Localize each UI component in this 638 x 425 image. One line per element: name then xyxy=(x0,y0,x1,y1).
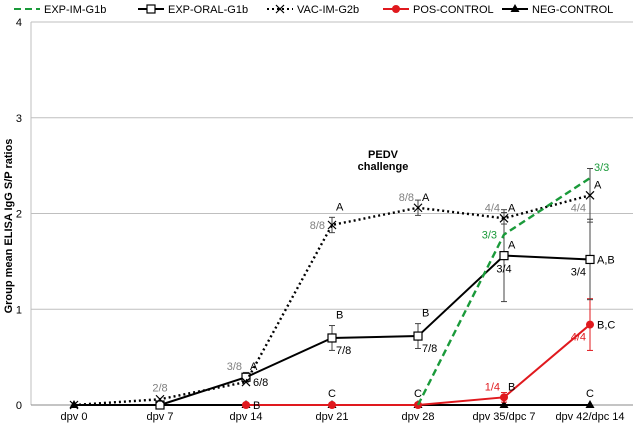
x-tick-label: dpv 42/dpc 14 xyxy=(555,411,624,423)
data-label: 3/3 xyxy=(482,230,497,242)
data-point xyxy=(585,254,595,265)
data-label: 4/4 xyxy=(485,202,500,214)
data-label: B xyxy=(508,381,515,393)
y-tick-label: 4 xyxy=(16,17,22,29)
data-label: A xyxy=(508,202,516,214)
data-label: B,C xyxy=(597,320,615,332)
data-label: 4/4 xyxy=(571,202,586,214)
data-point xyxy=(585,400,595,408)
series-vac-im-g2b xyxy=(69,167,595,410)
data-point xyxy=(155,400,165,410)
data-label: 8/8 xyxy=(310,220,325,232)
data-label: B xyxy=(422,308,429,320)
data-point xyxy=(146,4,156,14)
data-label: 3/3 xyxy=(594,162,609,174)
data-label: A xyxy=(594,179,602,191)
legend-label: NEG-CONTROL xyxy=(532,4,613,16)
data-label: B xyxy=(253,400,260,412)
data-labels: 2/8 3/8 A 6/8 B 8/8 A B 7/8 C 8/8 A B 7/8 C 4/4 A 3/3 A 3/4… xyxy=(152,162,615,412)
data-label: A xyxy=(422,192,430,204)
y-axis-label: Group mean ELISA IgG S/P ratios xyxy=(3,139,15,314)
series-line xyxy=(73,194,591,407)
data-point xyxy=(275,4,285,14)
y-axis-ticks: 0 1 2 3 4 xyxy=(16,17,22,412)
y-tick-label: 2 xyxy=(16,209,22,221)
data-point xyxy=(413,203,423,213)
y-tick-label: 3 xyxy=(16,113,22,125)
data-label: A,B xyxy=(597,254,615,266)
data-label: 8/8 xyxy=(399,192,414,204)
data-label: 4/4 xyxy=(571,332,586,344)
data-label: 1/4 xyxy=(485,381,500,393)
data-label: C xyxy=(414,388,422,400)
legend-label: EXP-IM-G1b xyxy=(44,4,106,16)
data-label: B xyxy=(336,310,343,322)
data-point xyxy=(499,400,509,408)
series-lines xyxy=(69,167,595,410)
data-label: 7/8 xyxy=(422,343,437,355)
data-label: 2/8 xyxy=(152,382,167,394)
series-line xyxy=(159,254,591,406)
legend-label: EXP-ORAL-G1b xyxy=(168,4,248,16)
legend-label: VAC-IM-G2b xyxy=(297,4,359,16)
data-label: A xyxy=(336,201,344,213)
x-tick-label: dpv 14 xyxy=(229,411,262,423)
data-point xyxy=(499,251,509,261)
legend-label: POS-CONTROL xyxy=(413,4,494,16)
legend-item-exp-im-g1b: EXP-IM-G1b xyxy=(14,4,106,16)
annotation-text: PEDV xyxy=(368,149,399,161)
y-tick-label: 0 xyxy=(16,400,22,412)
data-label: A xyxy=(250,361,258,373)
data-point xyxy=(327,333,337,343)
series-exp-im-g1b xyxy=(416,177,591,406)
y-tick-label: 1 xyxy=(16,304,22,316)
x-tick-label: dpv 28 xyxy=(401,411,434,423)
legend-item-pos-control: POS-CONTROL xyxy=(383,4,494,16)
data-label: C xyxy=(586,388,594,400)
data-point xyxy=(510,4,520,12)
x-tick-label: dpv 7 xyxy=(147,411,174,423)
data-label: A xyxy=(508,240,516,252)
series-line xyxy=(416,177,591,406)
legend-item-exp-oral-g1b: EXP-ORAL-G1b xyxy=(138,4,248,16)
data-point xyxy=(69,400,79,410)
legend: EXP-IM-G1b EXP-ORAL-G1b VAC-IM-G2b POS-CONT… xyxy=(14,4,613,16)
data-point xyxy=(586,320,594,329)
legend-item-vac-im-g2b: VAC-IM-G2b xyxy=(267,4,359,16)
data-label: 3/4 xyxy=(496,264,511,276)
annotation-text: challenge xyxy=(358,161,409,173)
legend-item-neg-control: NEG-CONTROL xyxy=(502,4,613,16)
x-tick-label: dpv 35/dpc 7 xyxy=(473,411,536,423)
data-label: 3/4 xyxy=(571,266,586,278)
data-point xyxy=(242,401,250,409)
data-label: 6/8 xyxy=(253,377,268,389)
x-tick-label: dpv 21 xyxy=(315,411,348,423)
data-point xyxy=(241,377,251,387)
data-label: C xyxy=(328,388,336,400)
data-point xyxy=(155,394,165,404)
data-label: 3/8 xyxy=(227,361,242,373)
data-point xyxy=(500,393,508,402)
x-axis-ticks: dpv 0 dpv 7 dpv 14 dpv 21 dpv 28 dpv 35/dpc 7… xyxy=(61,411,625,423)
x-tick-label: dpv 0 xyxy=(61,411,88,423)
data-point xyxy=(585,190,595,200)
data-point xyxy=(328,401,336,409)
data-point xyxy=(327,220,337,230)
data-point xyxy=(392,5,400,13)
data-point xyxy=(413,331,423,341)
data-label: 7/8 xyxy=(336,345,351,357)
data-point xyxy=(499,213,509,223)
